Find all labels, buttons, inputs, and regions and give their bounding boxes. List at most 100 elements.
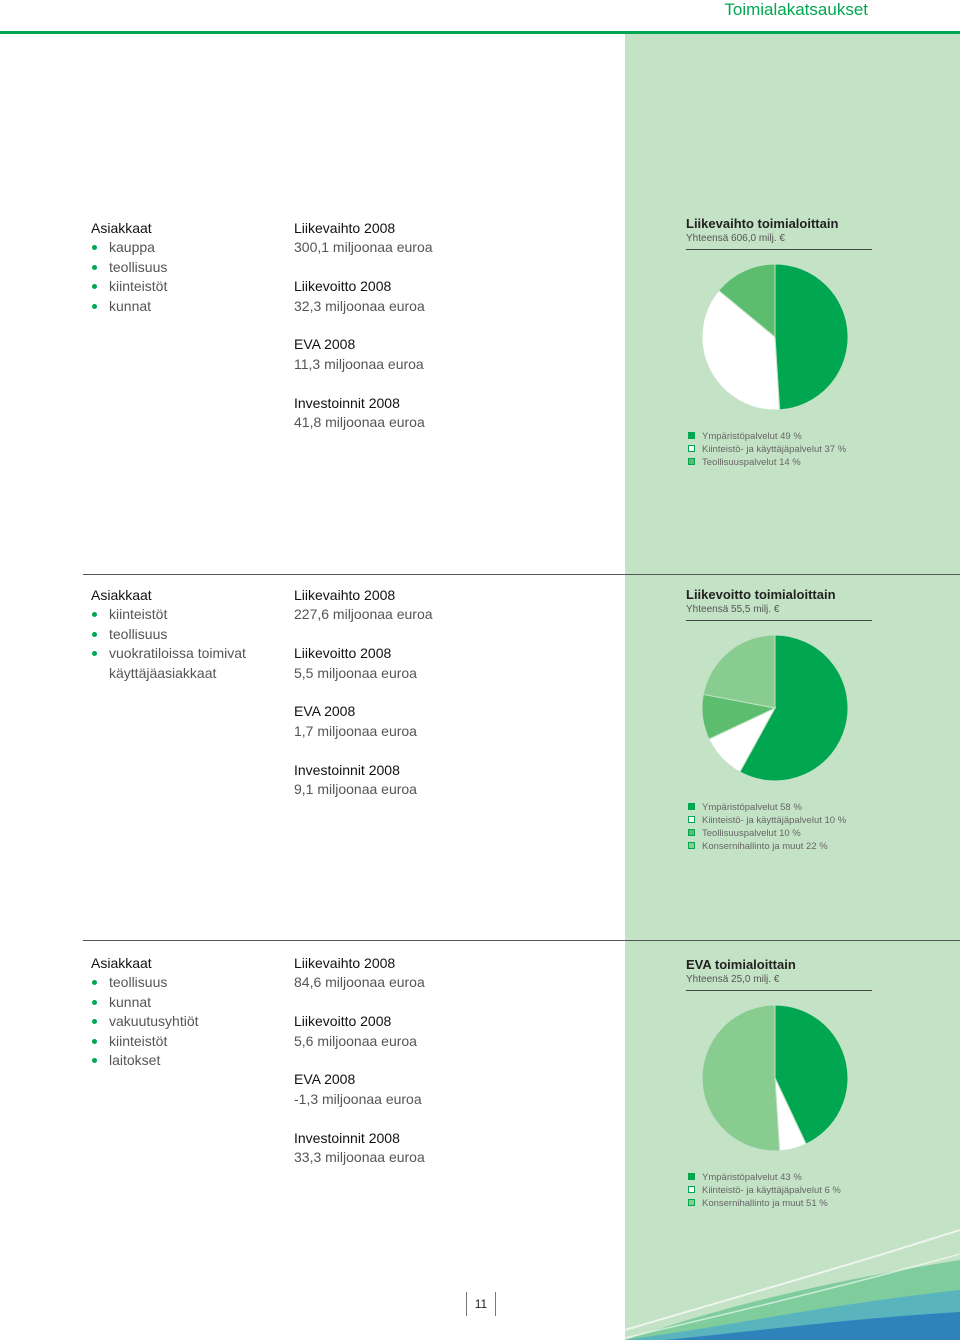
customer-item: kiinteistöt [91,277,281,296]
metric-label: Investoinnit 2008 [294,1129,400,1146]
legend-label: Kiinteistö- ja käyttäjäpalvelut 10 % [702,815,847,826]
metric: Investoinnit 2008 33,3 miljoonaa euroa [294,1129,494,1168]
customer-item: vakuutusyhtiöt [91,1012,281,1031]
metric-value: 41,8 miljoonaa euroa [294,414,425,431]
legend-item: Teollisuuspalvelut 10 % [688,827,846,840]
legend-item: Konsernihallinto ja muut 22 % [688,840,846,853]
customers-list: kiinteistöt teollisuus vuokratiloissa toim… [91,605,281,683]
legend-label: Teollisuuspalvelut 14 % [702,457,801,468]
metric: Liikevoitto 2008 5,5 miljoonaa euroa [294,644,494,683]
chart-legend: Ympäristöpalvelut 58 % Kiinteistö- ja käy… [688,801,846,853]
metric-label: EVA 2008 [294,1071,356,1088]
legend-item: Kiinteistö- ja käyttäjäpalvelut 37 % [688,443,846,456]
metric-value: 5,5 miljoonaa euroa [294,664,417,681]
customer-item: kiinteistöt [91,605,281,624]
metric-label: Liikevoitto 2008 [294,278,392,295]
legend-item: Ympäristöpalvelut 43 % [688,1171,841,1184]
metric: EVA 2008 1,7 miljoonaa euroa [294,702,494,741]
legend-swatch [688,829,695,836]
legend-item: Kiinteistö- ja käyttäjäpalvelut 6 % [688,1184,841,1197]
metric-label: Liikevaihto 2008 [294,955,396,971]
metric: Investoinnit 2008 41,8 miljoonaa euroa [294,394,494,433]
legend-label: Ympäristöpalvelut 49 % [702,431,802,442]
metric-value: 84,6 miljoonaa euroa [294,974,425,991]
metric-value: 5,6 miljoonaa euroa [294,1032,417,1049]
pie-slice [701,1004,781,1152]
customer-item: kunnat [91,993,281,1012]
pie-chart [701,634,849,782]
pie-chart [701,1004,849,1152]
customer-item: teollisuus [91,258,281,277]
section-title: Toimialakatsaukset [724,0,868,19]
customer-item: teollisuus [91,625,281,644]
legend-swatch [688,458,695,465]
pie-slice [702,634,776,709]
legend-label: Ympäristöpalvelut 58 % [702,802,802,813]
metric-label: EVA 2008 [294,703,356,720]
metrics-block: Liikevaihto 2008 227,6 miljoonaa euroa Lii… [294,586,494,819]
metric-value: 1,7 miljoonaa euroa [294,722,417,739]
metric: Liikevoitto 2008 32,3 miljoonaa euroa [294,277,494,316]
pie-slice [774,1004,849,1145]
metric: Liikevaihto 2008 227,6 miljoonaa euroa [294,586,494,625]
metric: EVA 2008 -1,3 miljoonaa euroa [294,1070,494,1109]
chart-rule [686,990,872,991]
customers-heading: Asiakkaat [91,220,152,236]
metric: EVA 2008 11,3 miljoonaa euroa [294,335,494,374]
metric: Liikevaihto 2008 300,1 miljoonaa euroa [294,219,494,258]
legend-item: Konsernihallinto ja muut 51 % [688,1197,841,1210]
customer-item: vuokratiloissa toimivat [91,644,281,663]
legend-swatch [688,1186,695,1193]
legend-swatch [688,1173,695,1180]
legend-item: Ympäristöpalvelut 58 % [688,801,846,814]
chart-rule [686,620,872,621]
legend-label: Kiinteistö- ja käyttäjäpalvelut 37 % [702,444,847,455]
metrics-block: Liikevaihto 2008 84,6 miljoonaa euroa Liik… [294,954,494,1187]
customers-heading: Asiakkaat [91,955,152,971]
customers-list: teollisuus kunnat vakuutusyhtiöt kiinteistö… [91,973,281,1070]
chart-subtitle: Yhteensä 606,0 milj. € [686,233,785,244]
pie-slice [701,289,781,411]
metric-label: Investoinnit 2008 [294,394,400,411]
metric-label: Liikevaihto 2008 [294,220,396,236]
legend-swatch [688,432,695,439]
chart-title: Liikevoitto toimialoittain [686,587,836,602]
legend-label: Ympäristöpalvelut 43 % [702,1172,802,1183]
chart-title: Liikevaihto toimialoittain [686,216,839,231]
metric: Liikevaihto 2008 84,6 miljoonaa euroa [294,954,494,993]
metric-value: 300,1 miljoonaa euroa [294,239,433,256]
chart-rule [686,249,872,250]
metric-value: 11,3 miljoonaa euroa [294,355,424,372]
header-rule [0,31,960,34]
metrics-block: Liikevaihto 2008 300,1 miljoonaa euroa Lii… [294,219,494,452]
chart-header: Liikevaihto toimialoittain Yhteensä 606,… [686,216,872,250]
metric-value: 33,3 miljoonaa euroa [294,1149,425,1166]
metric-label: Investoinnit 2008 [294,761,400,778]
customer-item: kiinteistöt [91,1032,281,1051]
chart-subtitle: Yhteensä 25,0 milj. € [686,974,780,985]
legend-label: Kiinteistö- ja käyttäjäpalvelut 6 % [702,1185,841,1196]
metric-label: Liikevoitto 2008 [294,1013,392,1030]
metric-value: 227,6 miljoonaa euroa [294,606,433,623]
customers-block: Asiakkaat teollisuus kunnat vakuutusyhtiöt… [91,954,281,1070]
customer-item: teollisuus [91,973,281,992]
page-number: 11 [466,1292,496,1316]
decorative-wave [625,1229,960,1340]
pie-slice [739,634,849,782]
metric-label: Liikevoitto 2008 [294,645,392,662]
legend-label: Konsernihallinto ja muut 22 % [702,841,828,852]
metric-value: 9,1 miljoonaa euroa [294,781,417,798]
customer-item: kauppa [91,238,281,257]
chart-legend: Ympäristöpalvelut 49 % Kiinteistö- ja käy… [688,430,846,469]
legend-swatch [688,445,695,452]
chart-header: Liikevoitto toimialoittain Yhteensä 55,5… [686,587,872,621]
legend-label: Konsernihallinto ja muut 51 % [702,1198,828,1209]
metric-value: -1,3 miljoonaa euroa [294,1090,422,1107]
metric: Investoinnit 2008 9,1 miljoonaa euroa [294,761,494,800]
customers-block: Asiakkaat kiinteistöt teollisuus vuokratil… [91,586,281,683]
legend-label: Teollisuuspalvelut 10 % [702,828,801,839]
legend-item: Ympäristöpalvelut 49 % [688,430,846,443]
pie-slice [718,263,776,339]
customer-item: käyttäjäasiakkaat [109,664,217,681]
customers-list: kauppa teollisuus kiinteistöt kunnat [91,238,281,316]
